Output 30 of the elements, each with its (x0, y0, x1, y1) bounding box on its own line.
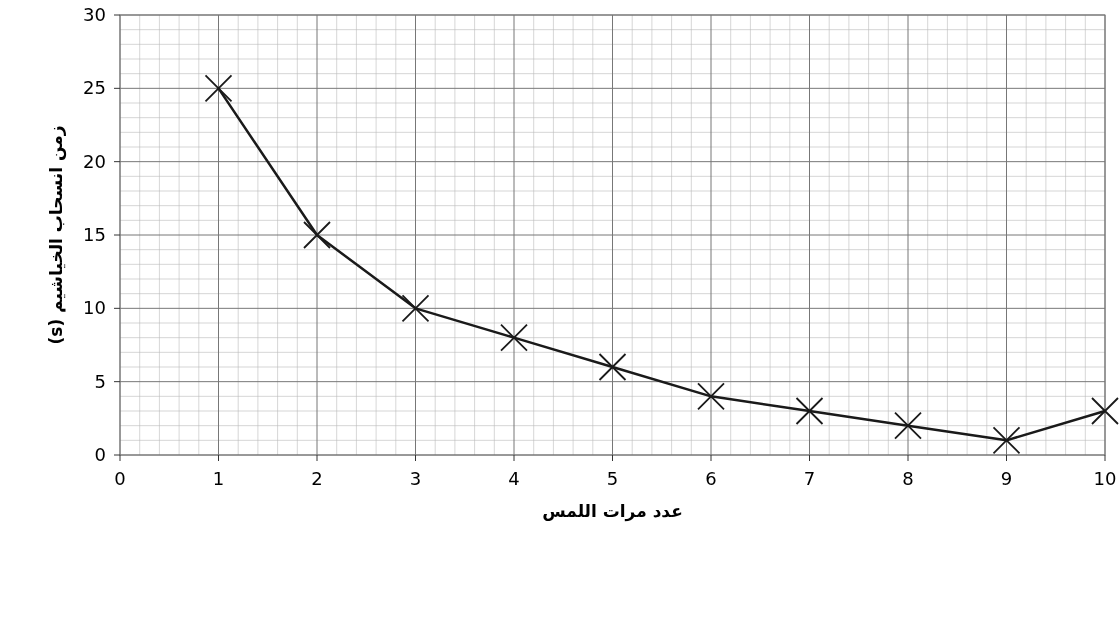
x-tick-label: 8 (902, 468, 914, 489)
y-axis-title: زمن انسحاب الخياشيم (s) (46, 125, 67, 345)
x-tick-label: 1 (212, 468, 225, 489)
y-tick-label: 5 (94, 370, 106, 392)
point (204, 74, 233, 103)
point (992, 426, 1021, 455)
x-tick-label: 10 (1093, 468, 1117, 489)
x-tick-label: 5 (606, 468, 619, 489)
point (1091, 397, 1119, 425)
point (894, 411, 922, 440)
point (500, 323, 528, 352)
x-axis-title: عدد مرات اللمس (542, 501, 683, 522)
y-tick-label: 0 (94, 444, 106, 465)
point (795, 397, 824, 425)
x-tick-label: 7 (803, 468, 816, 489)
x-tick-label: 0 (114, 468, 126, 489)
x-tick-label: 9 (1000, 468, 1013, 489)
x-tick-label: 3 (409, 468, 422, 489)
y-tick-label: 15 (83, 224, 106, 245)
point (401, 294, 430, 323)
point (697, 382, 725, 411)
y-tick-label: 10 (83, 297, 106, 319)
x-tick-label: 6 (705, 468, 717, 489)
y-tick-label: 20 (83, 150, 106, 172)
point (303, 221, 331, 249)
point (598, 353, 627, 381)
x-tick-label: 4 (508, 468, 520, 489)
x-tick-label: 2 (311, 468, 323, 489)
y-tick-label: 25 (83, 77, 106, 99)
y-tick-label: 30 (83, 4, 106, 25)
